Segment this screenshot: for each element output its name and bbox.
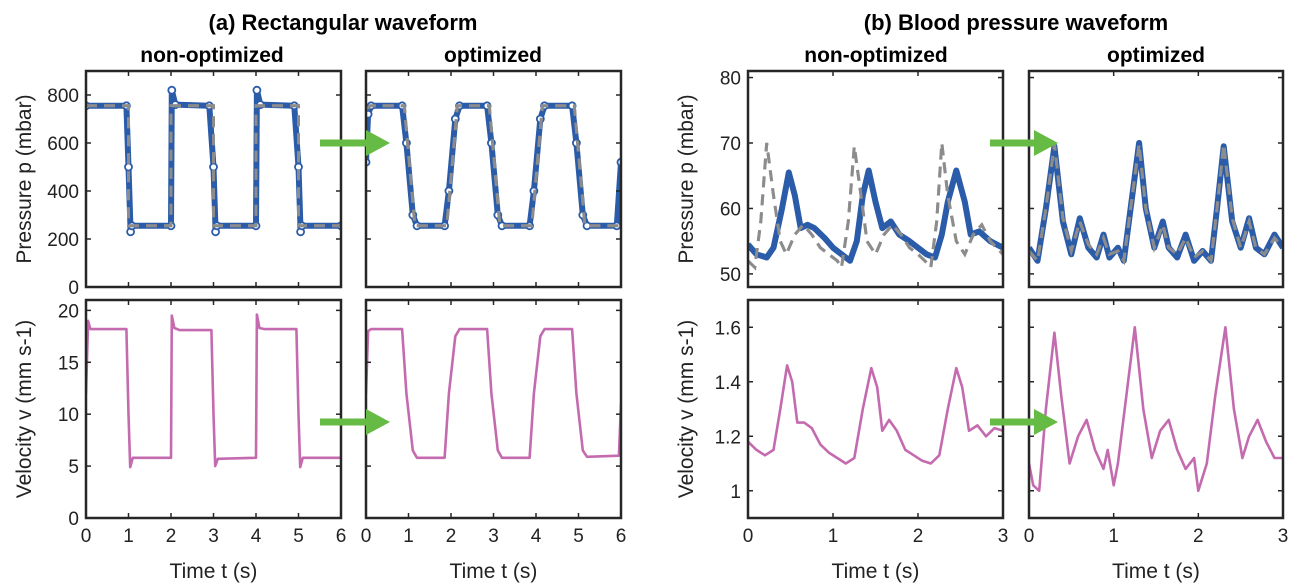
column-title-b-nonopt: non-optimized [804, 44, 947, 67]
measured-pressure-marker [209, 162, 218, 172]
x-tick-label: 3 [488, 526, 499, 547]
panel-b_velocity_opt: 0 1 2 3 Time t (s) [1024, 298, 1289, 583]
y-tick-label: 1.2 [715, 427, 741, 448]
measured-pressure-line [1029, 140, 1283, 264]
x-tick-label: 3 [1278, 526, 1289, 547]
axes-frame [1027, 69, 1285, 289]
x-tick-label: 6 [616, 526, 627, 547]
x-axis-label: Time t (s) [1112, 560, 1200, 583]
measured-pressure-marker [252, 85, 262, 95]
axes-frame [746, 298, 1005, 520]
y-axis-label: Pressure p (mbar) [13, 94, 36, 263]
column-title-a-nonopt: non-optimized [140, 44, 283, 67]
x-tick-label: 1 [123, 526, 134, 547]
x-tick-label: 1 [403, 526, 414, 547]
plot-area [748, 142, 1003, 272]
x-tick-label: 2 [1193, 526, 1204, 547]
panel-b_velocity_nonopt: 0 1 2 3 1 1.2 1.4 1.6 Time t (s) Velocity v (mm s… [675, 298, 1009, 583]
y-tick-label: 50 [720, 265, 741, 286]
measured-pressure-marker [366, 109, 373, 119]
x-axis-label: Time t (s) [170, 560, 258, 583]
x-tick-label: 0 [743, 526, 754, 547]
velocity-line [748, 364, 1003, 465]
y-tick-label: 70 [720, 134, 741, 155]
panel-a_pressure_nonopt: 0 200 400 600 800 Pressure p (mbar) [13, 69, 343, 299]
x-tick-label: 0 [81, 526, 92, 547]
y-axis-label: Pressure p (mbar) [675, 94, 698, 263]
column-title-a-opt: optimized [444, 44, 542, 67]
velocity-line [1029, 325, 1283, 493]
x-tick-label: 5 [293, 526, 304, 547]
velocity-line [86, 313, 341, 469]
y-tick-label: 1.6 [715, 318, 741, 339]
target-pressure-line-overlay [748, 142, 1003, 272]
group-b-title: (b) Blood pressure waveform [864, 10, 1168, 35]
axes-frame [746, 69, 1005, 289]
x-tick-label: 2 [166, 526, 177, 547]
y-tick-label: 0 [68, 509, 79, 530]
plot-area [1029, 140, 1283, 266]
x-axis-label: Time t (s) [832, 560, 920, 583]
group-a-title: (a) Rectangular waveform [209, 10, 478, 35]
column-title-b-opt: optimized [1107, 44, 1205, 67]
arrow-icon [320, 130, 390, 156]
plot-area [748, 364, 1003, 465]
x-tick-label: 4 [251, 526, 262, 547]
x-tick-label: 0 [1024, 526, 1035, 547]
panel-a_velocity_nonopt: 0 1 2 3 4 5 6 0 5 10 15 20 Time t (s) Velocity v (mm … [13, 298, 347, 583]
y-tick-label: 1.4 [715, 373, 742, 394]
panel-a_pressure_opt [364, 69, 623, 289]
arrow-icon [990, 409, 1058, 435]
y-tick-label: 5 [68, 457, 79, 478]
y-tick-label: 60 [720, 199, 741, 220]
axes-frame [1027, 298, 1285, 520]
y-tick-label: 400 [47, 182, 79, 203]
panel-b_pressure_opt [1027, 69, 1285, 289]
y-axis-label: Velocity v (mm s-1) [675, 320, 698, 499]
panel-b_pressure_nonopt: 50 60 70 80 Pressure p (mbar) [675, 69, 1005, 289]
x-tick-label: 2 [913, 526, 924, 547]
target-pressure-line-overlay [86, 104, 341, 228]
x-tick-label: 0 [361, 526, 372, 547]
y-tick-label: 10 [58, 405, 79, 426]
velocity-line [366, 327, 621, 460]
y-axis-label: Velocity v (mm s-1) [13, 320, 36, 499]
measured-pressure-marker [167, 85, 177, 95]
y-tick-label: 200 [47, 230, 79, 251]
target-pressure-line-overlay [1029, 144, 1283, 266]
plot-area [366, 101, 621, 231]
arrow-icon [320, 409, 390, 435]
y-tick-label: 20 [58, 301, 79, 322]
x-tick-label: 5 [573, 526, 584, 547]
plot-area [366, 327, 621, 460]
plot-area [86, 313, 341, 469]
arrow-icon [990, 130, 1058, 156]
y-tick-label: 1 [730, 482, 741, 503]
measured-pressure-line [748, 167, 1003, 264]
panel-a_velocity_opt: 0 1 2 3 4 5 6 Time t (s) [361, 298, 627, 583]
x-tick-label: 1 [1108, 526, 1119, 547]
x-tick-label: 3 [998, 526, 1009, 547]
x-tick-label: 2 [446, 526, 457, 547]
y-tick-label: 15 [58, 353, 79, 374]
arrows [320, 130, 1058, 435]
x-tick-label: 4 [531, 526, 542, 547]
x-tick-label: 1 [828, 526, 839, 547]
y-tick-label: 600 [47, 134, 79, 155]
y-tick-label: 800 [47, 86, 79, 107]
x-tick-label: 3 [208, 526, 219, 547]
measured-pressure-marker [124, 162, 133, 172]
x-axis-label: Time t (s) [450, 560, 538, 583]
y-tick-label: 0 [68, 278, 79, 299]
target-pressure-line-overlay [366, 104, 621, 228]
x-tick-label: 6 [336, 526, 347, 547]
plot-area [1029, 325, 1283, 493]
y-tick-label: 80 [720, 69, 741, 90]
plot-area [86, 85, 341, 237]
